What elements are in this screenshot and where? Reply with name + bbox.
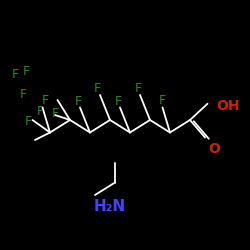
Text: F: F	[36, 105, 44, 118]
Text: H₂N: H₂N	[94, 199, 126, 214]
Text: F: F	[135, 82, 142, 95]
Text: F: F	[159, 94, 166, 106]
Text: O: O	[208, 142, 220, 156]
Text: F: F	[115, 95, 122, 108]
Text: F: F	[12, 68, 18, 82]
Text: F: F	[20, 88, 27, 102]
Text: F: F	[94, 82, 101, 95]
Text: OH: OH	[216, 99, 240, 113]
Text: F: F	[52, 107, 59, 120]
Text: F: F	[42, 94, 48, 106]
Text: F: F	[75, 95, 82, 108]
Text: F: F	[23, 65, 30, 78]
Text: F: F	[25, 115, 32, 128]
